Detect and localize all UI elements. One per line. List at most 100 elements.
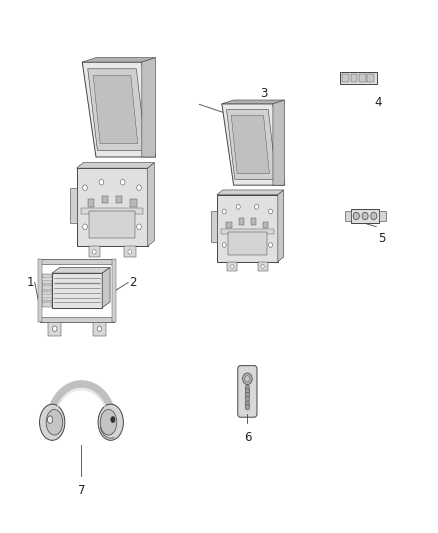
Polygon shape xyxy=(116,196,122,203)
Polygon shape xyxy=(82,62,155,157)
Polygon shape xyxy=(38,259,42,322)
Ellipse shape xyxy=(111,416,115,423)
Text: 2: 2 xyxy=(130,276,137,289)
Circle shape xyxy=(92,249,96,254)
Polygon shape xyxy=(89,211,135,238)
FancyBboxPatch shape xyxy=(238,366,257,417)
Circle shape xyxy=(353,212,359,220)
Circle shape xyxy=(243,373,252,385)
Circle shape xyxy=(245,385,250,391)
Circle shape xyxy=(137,224,141,230)
Polygon shape xyxy=(82,58,155,62)
Polygon shape xyxy=(226,110,276,180)
Circle shape xyxy=(362,212,368,220)
Text: 3: 3 xyxy=(261,87,268,100)
Polygon shape xyxy=(88,69,146,150)
Polygon shape xyxy=(231,115,269,174)
Circle shape xyxy=(97,326,102,332)
Polygon shape xyxy=(42,291,52,295)
Polygon shape xyxy=(251,218,256,225)
Polygon shape xyxy=(52,273,102,308)
Polygon shape xyxy=(340,72,377,84)
Polygon shape xyxy=(222,100,285,104)
Polygon shape xyxy=(350,74,357,82)
Polygon shape xyxy=(70,188,77,223)
Polygon shape xyxy=(228,231,267,255)
Polygon shape xyxy=(217,190,284,195)
Polygon shape xyxy=(42,286,52,290)
Polygon shape xyxy=(52,268,110,273)
Polygon shape xyxy=(48,322,61,336)
Polygon shape xyxy=(42,302,52,306)
Polygon shape xyxy=(81,208,143,214)
Polygon shape xyxy=(273,100,285,185)
Ellipse shape xyxy=(98,404,124,440)
Circle shape xyxy=(128,249,132,254)
Polygon shape xyxy=(93,322,106,336)
Polygon shape xyxy=(345,211,351,221)
Circle shape xyxy=(245,397,250,402)
Circle shape xyxy=(53,326,57,332)
Circle shape xyxy=(120,180,125,185)
Circle shape xyxy=(268,209,272,214)
Polygon shape xyxy=(40,317,114,322)
Circle shape xyxy=(99,180,104,185)
Circle shape xyxy=(222,209,226,214)
Text: 4: 4 xyxy=(374,96,381,109)
Circle shape xyxy=(254,204,258,209)
Polygon shape xyxy=(367,74,374,82)
Ellipse shape xyxy=(46,409,63,435)
Polygon shape xyxy=(130,199,137,207)
Polygon shape xyxy=(278,190,284,262)
Circle shape xyxy=(261,264,264,269)
Circle shape xyxy=(245,392,250,398)
Polygon shape xyxy=(93,76,138,143)
Polygon shape xyxy=(217,195,278,262)
Circle shape xyxy=(268,243,272,247)
Polygon shape xyxy=(42,274,52,278)
Circle shape xyxy=(245,401,250,406)
Polygon shape xyxy=(113,259,116,322)
Polygon shape xyxy=(343,74,349,82)
Polygon shape xyxy=(222,104,285,185)
Polygon shape xyxy=(239,218,244,225)
Polygon shape xyxy=(359,74,366,82)
Text: 1: 1 xyxy=(27,276,35,289)
Polygon shape xyxy=(42,280,52,284)
Polygon shape xyxy=(102,196,108,203)
Polygon shape xyxy=(226,222,232,228)
Polygon shape xyxy=(77,163,155,168)
Circle shape xyxy=(371,212,377,220)
Polygon shape xyxy=(379,211,386,221)
Text: 6: 6 xyxy=(244,431,251,445)
Polygon shape xyxy=(40,259,114,264)
Polygon shape xyxy=(77,168,148,246)
Circle shape xyxy=(236,204,240,209)
Polygon shape xyxy=(258,262,268,271)
Circle shape xyxy=(245,376,250,382)
Polygon shape xyxy=(227,262,237,271)
Circle shape xyxy=(245,389,250,394)
Polygon shape xyxy=(263,222,268,228)
Ellipse shape xyxy=(39,404,65,440)
Circle shape xyxy=(83,185,87,190)
Polygon shape xyxy=(142,58,155,157)
Polygon shape xyxy=(211,212,217,241)
Circle shape xyxy=(245,405,250,410)
Ellipse shape xyxy=(100,409,117,435)
Polygon shape xyxy=(148,163,155,246)
Polygon shape xyxy=(124,246,135,257)
Circle shape xyxy=(137,185,141,190)
Polygon shape xyxy=(102,268,110,308)
Polygon shape xyxy=(88,246,100,257)
Text: 7: 7 xyxy=(78,484,85,497)
Polygon shape xyxy=(88,199,94,207)
Polygon shape xyxy=(351,208,379,223)
Circle shape xyxy=(222,243,226,247)
Polygon shape xyxy=(221,229,274,235)
Circle shape xyxy=(83,224,87,230)
Ellipse shape xyxy=(47,416,53,423)
Text: 5: 5 xyxy=(378,232,386,245)
Polygon shape xyxy=(42,297,52,301)
Circle shape xyxy=(230,264,234,269)
